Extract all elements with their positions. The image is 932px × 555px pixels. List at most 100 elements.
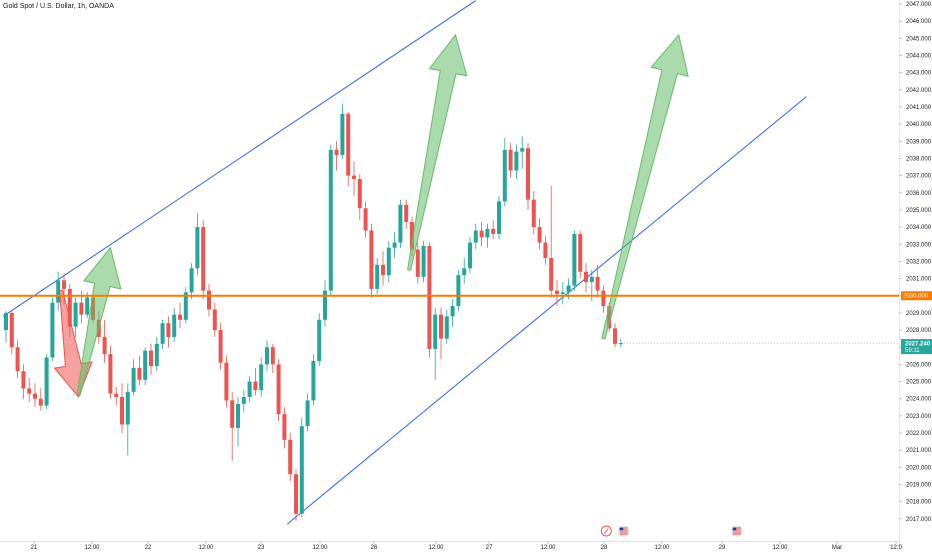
candle-body (317, 319, 322, 361)
candle-body (531, 199, 536, 228)
candle-body (497, 201, 501, 234)
trendlines-layer (2, 0, 807, 525)
price-tick-label: 2045.000 (906, 36, 932, 42)
candle (15, 340, 20, 379)
price-tick-label: 2041.000 (906, 105, 932, 111)
candle-body (601, 290, 606, 307)
candle (288, 433, 293, 482)
candle-body (427, 245, 432, 349)
candle-body (259, 364, 264, 391)
candle-body (340, 113, 345, 156)
candle-body (415, 249, 420, 277)
green-up-arrow-left[interactable] (76, 246, 122, 397)
candle-body (560, 292, 565, 295)
event-icons-layer (600, 525, 743, 537)
upper-channel-line[interactable] (2, 0, 477, 317)
candle-body (189, 268, 194, 293)
candle-body (21, 371, 26, 389)
candle (131, 359, 136, 396)
candle-body (444, 316, 449, 339)
candle (178, 302, 182, 329)
candle-body (241, 397, 246, 404)
time-axis[interactable]: 21 12:00 22 12:00 23 12:00 26 12:00 27 12:00 28 12:… (31, 541, 903, 551)
flag-stripe (619, 531, 628, 533)
candle-body (120, 397, 124, 425)
candle-body (392, 242, 397, 248)
flag-stripe (732, 527, 741, 529)
candle-body (404, 204, 409, 222)
candle (560, 282, 565, 305)
candle-body (328, 149, 333, 291)
candle (340, 103, 345, 159)
candle (160, 319, 165, 349)
price-tick-label: 2018.000 (906, 500, 932, 506)
event-flag-icon[interactable] (600, 525, 612, 537)
candle-body (305, 400, 310, 427)
flag-stripe (732, 531, 741, 533)
candle (491, 220, 496, 240)
candle-body (514, 151, 519, 171)
candle-body (15, 347, 20, 372)
arrows-layer (53, 33, 689, 398)
lower-channel-line[interactable] (286, 96, 807, 525)
candle-body (149, 350, 153, 367)
candle (299, 417, 304, 518)
candle (305, 393, 310, 432)
candle (270, 343, 275, 373)
price-tick-label: 2047.000 (906, 2, 932, 8)
candle-body (67, 288, 72, 327)
last-price-label: 2027.240 (905, 342, 931, 348)
time-tick-label: 22 (145, 545, 152, 550)
candle-body (38, 398, 43, 406)
candle (73, 297, 78, 337)
us-flag-icon[interactable] (618, 525, 630, 537)
candle (328, 144, 333, 296)
candle (317, 312, 322, 367)
candle-body (433, 314, 438, 349)
candle-body (456, 275, 461, 307)
us-flag-icon[interactable] (731, 525, 743, 537)
green-up-arrow-middle[interactable] (407, 33, 468, 271)
candle-body (555, 290, 559, 295)
candle (9, 311, 14, 355)
candle (230, 391, 235, 461)
time-tick-label: 28 (601, 545, 608, 550)
candle-body (154, 343, 159, 367)
candle (462, 257, 467, 284)
candle-body (62, 280, 66, 289)
time-tick-label: 23 (258, 545, 265, 550)
candle-body (485, 228, 490, 238)
green-up-arrow-right[interactable] (601, 33, 689, 340)
time-tick-label: 12:00 (654, 545, 670, 550)
candle (555, 280, 559, 307)
candle (218, 323, 223, 370)
price-tick-label: 2021.000 (906, 448, 932, 454)
candle-body (218, 330, 223, 363)
candle (584, 263, 588, 293)
candle (120, 383, 124, 434)
candle (27, 378, 32, 403)
candle-body (578, 233, 583, 272)
price-tick-label: 2024.000 (906, 397, 932, 403)
candle (4, 311, 8, 343)
price-tick-label: 2044.000 (906, 53, 932, 59)
countdown-label: 59:11 (905, 348, 920, 354)
flag-stripe (619, 533, 628, 535)
candle (183, 287, 188, 324)
candle (363, 201, 368, 238)
candle (346, 112, 351, 186)
candle (50, 297, 55, 361)
candle-body (462, 268, 467, 276)
candle (357, 173, 362, 221)
horizontal-level-label: 2030.000 (903, 294, 929, 300)
candle (473, 223, 478, 250)
candle-body (613, 328, 617, 344)
time-tick-label: 12:00 (84, 545, 100, 550)
candle-body (450, 306, 455, 317)
candle (114, 386, 119, 406)
flag-stripe (732, 529, 741, 531)
candle-body (491, 228, 496, 234)
candle (543, 235, 548, 265)
